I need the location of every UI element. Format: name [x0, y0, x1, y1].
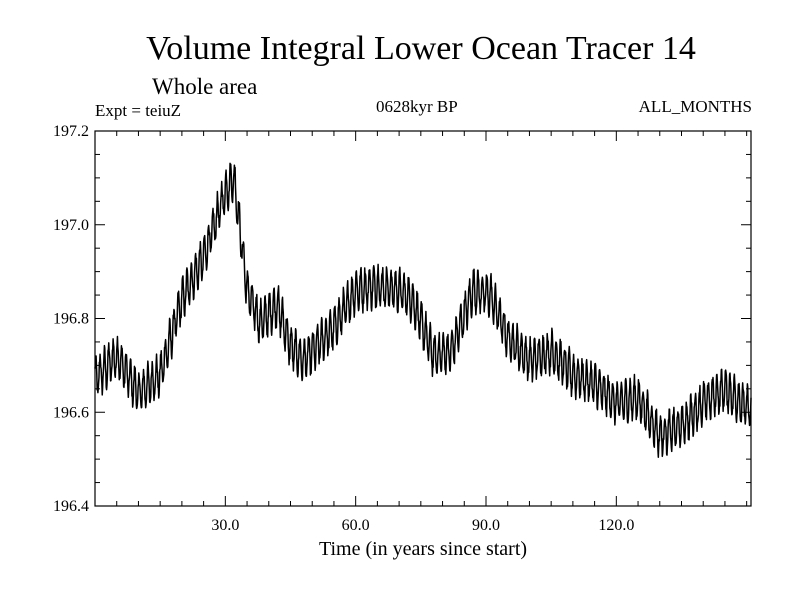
y-tick-label: 196.8 [53, 311, 89, 328]
x-tick-label: 60.0 [342, 517, 370, 534]
y-tick-label: 197.0 [53, 217, 89, 234]
x-tick-label: 90.0 [472, 517, 500, 534]
x-axis-label: Time (in years since start) [319, 538, 527, 560]
experiment-label: Expt = teiuZ [95, 101, 182, 120]
x-tick-label: 30.0 [211, 517, 239, 534]
months-label: ALL_MONTHS [638, 97, 752, 116]
y-tick-label: 196.4 [53, 498, 89, 515]
axis-tick-labels: 30.0 60.0 90.0 120.0 196.4 196.6 196.8 197.0 197… [53, 123, 634, 534]
y-tick-label: 197.2 [53, 123, 89, 140]
chart-subtitle: Whole area [152, 74, 258, 99]
x-tick-label: 120.0 [598, 517, 634, 534]
series-line [94, 162, 752, 459]
period-label: 0628kyr BP [376, 97, 458, 116]
y-tick-label: 196.6 [53, 404, 89, 421]
chart-title: Volume Integral Lower Ocean Tracer 14 [146, 30, 696, 67]
axis-ticks [95, 130, 751, 507]
